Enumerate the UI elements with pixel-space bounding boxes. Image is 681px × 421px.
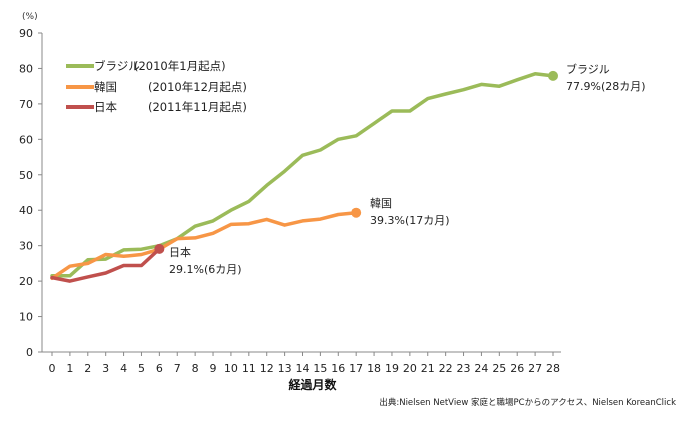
x-tick-label: 18 <box>367 362 381 375</box>
x-tick-label: 14 <box>296 362 310 375</box>
legend: ブラジル(2010年1月起点) 韓国 (2010年12月起点) 日本 (2011年11月… <box>66 59 247 114</box>
x-tick-label: 17 <box>349 362 363 375</box>
x-tick-label: 10 <box>224 362 238 375</box>
x-tick-label: 9 <box>210 362 217 375</box>
series-endpoint-brazil <box>548 70 558 81</box>
source-note: 出典:Nielsen NetView 家庭と職場PCからのアクセス、Nielse… <box>379 397 676 408</box>
x-tick-label: 28 <box>546 362 560 375</box>
x-tick-label: 19 <box>385 362 399 375</box>
x-tick-label: 20 <box>403 362 417 375</box>
y-tick-label: 70 <box>19 98 33 111</box>
end-label-value-korea: 39.3%(17カ月) <box>370 214 450 227</box>
series-endpoint-japan <box>154 243 165 254</box>
y-unit-label: (%) <box>22 12 38 22</box>
x-tick-label: 26 <box>510 362 524 375</box>
y-tick-label: 50 <box>19 169 33 182</box>
endpoint-labels: ブラジル 77.9%(28カ月) 韓国 39.3%(17カ月) 日本 29.1%(6カ月) <box>169 62 646 276</box>
series-line-korea <box>50 210 358 281</box>
x-tick-label: 2 <box>84 362 91 375</box>
x-tick-label: 5 <box>138 362 145 375</box>
x-tick-label: 25 <box>492 362 506 375</box>
x-tick-label: 4 <box>120 362 127 375</box>
x-tick-label: 8 <box>192 362 199 375</box>
end-label-name-japan: 日本 <box>169 245 191 259</box>
x-tick-label: 23 <box>457 362 471 375</box>
legend-label-japan: 日本 <box>94 100 117 114</box>
y-tick-label: 0 <box>26 346 33 359</box>
y-tick-label: 40 <box>19 204 33 217</box>
end-label-value-brazil: 77.9%(28カ月) <box>566 80 646 93</box>
y-tick-label: 20 <box>19 275 33 288</box>
x-axis-title: 経過月数 <box>288 377 337 392</box>
y-tick-label: 10 <box>19 311 33 324</box>
series-line-japan <box>50 247 162 283</box>
axes <box>41 33 561 353</box>
legend-note-korea: (2010年12月起点) <box>148 80 247 94</box>
end-label-name-brazil: ブラジル <box>566 62 610 76</box>
series-endpoint-korea <box>351 207 362 218</box>
end-label-name-korea: 韓国 <box>370 197 392 210</box>
x-tick-label: 0 <box>49 362 56 375</box>
series-line-brazil <box>50 72 555 278</box>
x-axis-ticks: 0 1 2 3 4 5 6 7 8 9 10 11 12 13 14 15 16 17 18 19 20 21 22 23 24… <box>49 352 560 375</box>
legend-note-japan: (2011年11月起点) <box>148 100 247 114</box>
x-tick-label: 15 <box>313 362 327 375</box>
y-tick-label: 90 <box>19 27 33 40</box>
y-tick-label: 60 <box>19 133 33 146</box>
x-tick-label: 27 <box>528 362 542 375</box>
x-tick-label: 11 <box>242 362 256 375</box>
end-label-value-japan: 29.1%(6カ月) <box>169 263 242 276</box>
y-axis-ticks: 0 10 20 30 40 50 60 70 80 90 <box>19 27 42 359</box>
x-tick-label: 3 <box>102 362 109 375</box>
x-tick-label: 6 <box>156 362 163 375</box>
x-tick-label: 12 <box>260 362 274 375</box>
legend-note-brazil: (2010年1月起点) <box>134 59 226 73</box>
y-tick-label: 30 <box>19 240 33 253</box>
series-layer <box>50 70 558 283</box>
x-tick-label: 24 <box>474 362 488 375</box>
y-tick-label: 80 <box>19 62 33 75</box>
x-tick-label: 22 <box>439 362 453 375</box>
legend-label-brazil: ブラジル <box>94 59 140 73</box>
x-tick-label: 21 <box>421 362 435 375</box>
x-tick-label: 16 <box>331 362 345 375</box>
x-tick-label: 1 <box>66 362 73 375</box>
x-tick-label: 13 <box>278 362 292 375</box>
legend-label-korea: 韓国 <box>94 80 117 94</box>
x-tick-label: 7 <box>174 362 181 375</box>
